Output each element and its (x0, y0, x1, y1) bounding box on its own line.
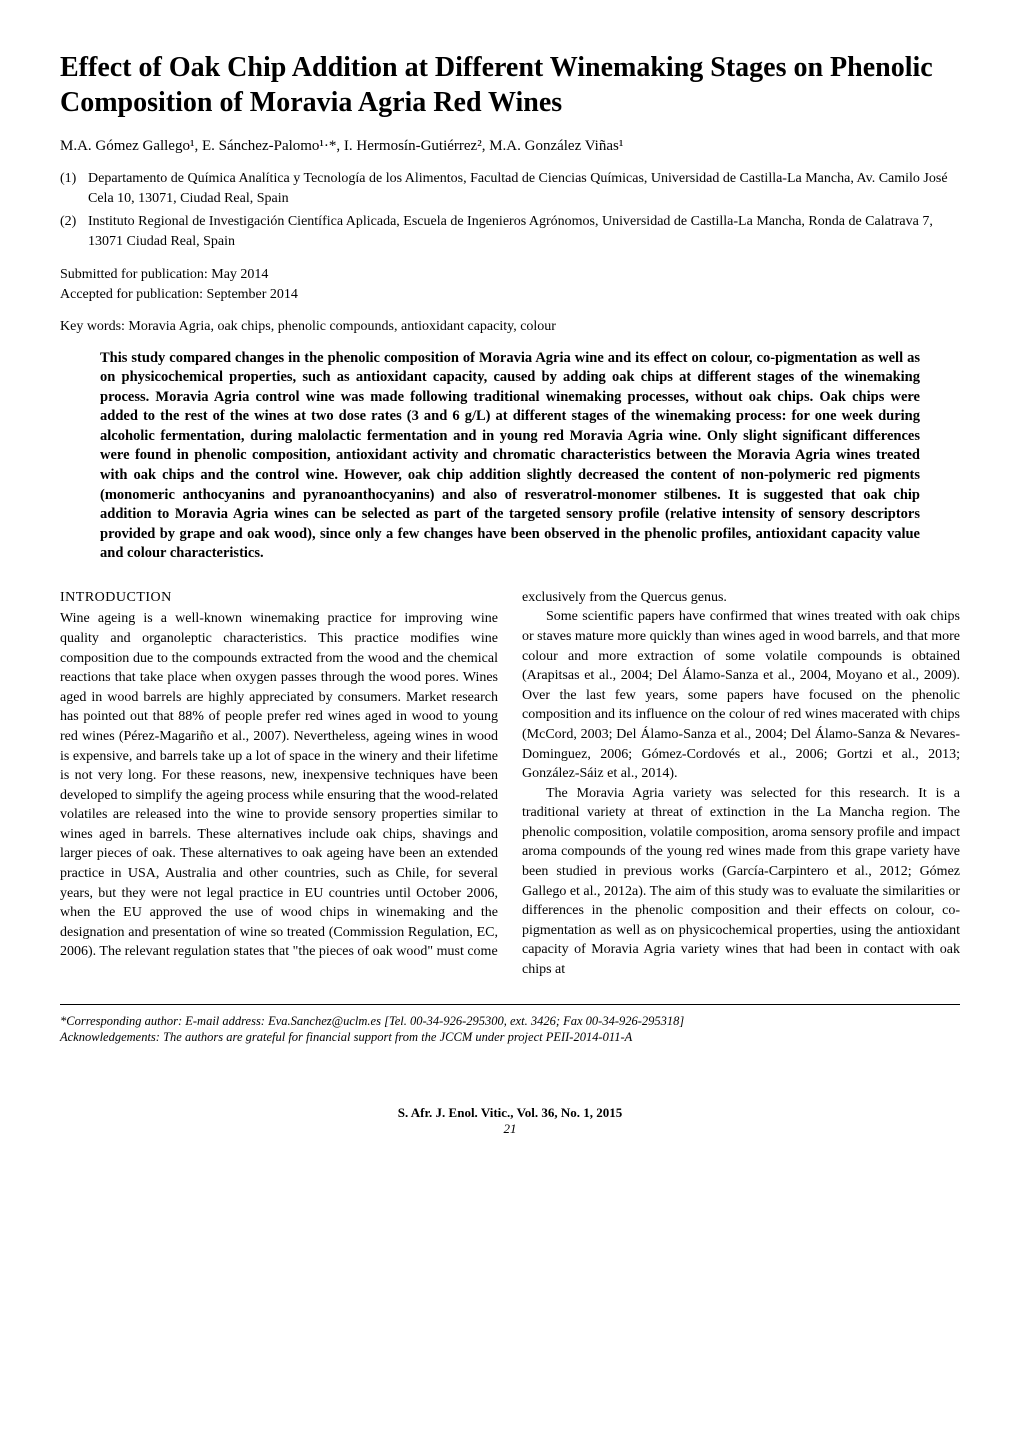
accepted-date: Accepted for publication: September 2014 (60, 285, 960, 305)
submission-dates: Submitted for publication: May 2014 Acce… (60, 265, 960, 304)
affiliation-text: Instituto Regional de Investigación Cien… (88, 212, 960, 251)
body-paragraph: Some scientific papers have confirmed th… (522, 607, 960, 783)
section-heading-introduction: INTRODUCTION (60, 588, 498, 608)
body-paragraph: exclusively from the Quercus genus. (522, 588, 960, 608)
abstract-block: This study compared changes in the pheno… (100, 349, 920, 564)
affiliation-number: (2) (60, 212, 88, 251)
keywords-line: Key words: Moravia Agria, oak chips, phe… (60, 319, 960, 335)
acknowledgements-footnote: Acknowledgements: The authors are gratef… (60, 1029, 960, 1045)
affiliation-item: (1) Departamento de Química Analítica y … (60, 169, 960, 208)
affiliation-item: (2) Instituto Regional de Investigación … (60, 212, 960, 251)
journal-citation: S. Afr. J. Enol. Vitic., Vol. 36, No. 1,… (60, 1105, 960, 1121)
body-paragraph: Wine ageing is a well-known winemaking p… (60, 609, 498, 962)
submitted-date: Submitted for publication: May 2014 (60, 265, 960, 285)
footnote-separator (60, 1004, 960, 1005)
affiliation-text: Departamento de Química Analítica y Tecn… (88, 169, 960, 208)
page-number: 21 (60, 1121, 960, 1137)
body-columns: INTRODUCTION Wine ageing is a well-known… (60, 588, 960, 980)
corresponding-author-footnote: *Corresponding author: E-mail address: E… (60, 1013, 960, 1029)
affiliation-number: (1) (60, 169, 88, 208)
page-footer: S. Afr. J. Enol. Vitic., Vol. 36, No. 1,… (60, 1105, 960, 1137)
paper-title: Effect of Oak Chip Addition at Different… (60, 50, 960, 120)
affiliations-block: (1) Departamento de Química Analítica y … (60, 169, 960, 251)
body-paragraph: The Moravia Agria variety was selected f… (522, 784, 960, 980)
authors-line: M.A. Gómez Gallego¹, E. Sánchez-Palomo¹·… (60, 138, 960, 155)
footnote-block: *Corresponding author: E-mail address: E… (60, 1013, 960, 1046)
left-column: INTRODUCTION Wine ageing is a well-known… (60, 588, 498, 980)
right-column: exclusively from the Quercus genus. Some… (522, 588, 960, 980)
